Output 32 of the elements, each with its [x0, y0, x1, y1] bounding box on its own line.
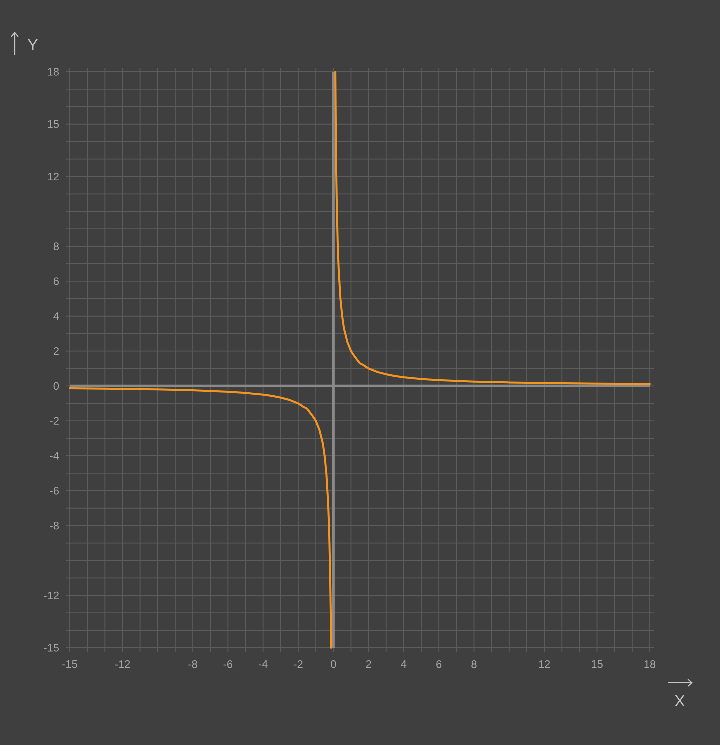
x-tick-label: 6	[436, 660, 442, 668]
y-tick-label: -15	[44, 644, 60, 652]
y-tick-label: 18	[48, 68, 59, 76]
x-tick-label: -6	[224, 660, 233, 668]
x-tick-label: 4	[401, 660, 407, 668]
y-tick-label: 4	[54, 312, 60, 320]
y-tick-label: 0	[54, 382, 60, 390]
x-tick-label: 0	[331, 660, 336, 668]
y-axis-title: Y	[28, 40, 38, 50]
y-tick-label: -2	[50, 417, 59, 425]
y-tick-label: 2	[54, 347, 59, 356]
x-tick-label: 12	[539, 660, 550, 668]
x-tick-label: -4	[258, 660, 268, 668]
x-tick-label: -12	[115, 660, 130, 668]
x-tick-label: 8	[472, 660, 477, 668]
line-series	[69, 387, 332, 650]
x-axis-title: X	[675, 696, 685, 706]
y-tick-label: -6	[50, 487, 59, 495]
x-tick-label: -8	[188, 660, 198, 668]
x-tick-label: 18	[644, 660, 656, 668]
x-tick-label: 15	[592, 660, 603, 668]
y-tick-label: 15	[48, 120, 60, 128]
y-tick-label: -8	[50, 522, 59, 530]
x-tick-label: 2	[366, 660, 372, 668]
y-tick-label: -4	[50, 452, 60, 460]
y-tick-label: -12	[44, 592, 59, 600]
line-series	[334, 71, 652, 386]
y-tick-label: 12	[48, 172, 59, 181]
y-tick-label: 8	[54, 242, 59, 250]
x-tick-label: -15	[62, 660, 78, 668]
y-tick-label: 6	[54, 278, 59, 286]
x-tick-label: -2	[294, 660, 303, 668]
